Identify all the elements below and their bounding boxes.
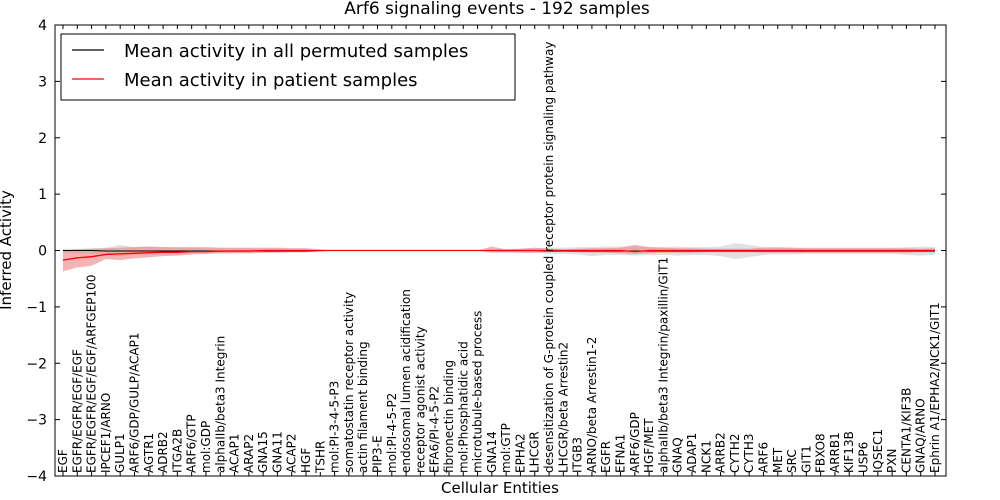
x-tick-label: ADRB2 (156, 431, 170, 473)
y-tick-label: 2 (38, 131, 47, 147)
x-tick-label: HGF (299, 448, 313, 473)
x-tick-label: SRC (785, 449, 799, 473)
x-tick-label: USP6 (857, 442, 871, 473)
legend: Mean activity in all permuted samples Me… (60, 33, 516, 101)
x-tick-label: EGFR/EGFR/EGF/EGF (70, 349, 84, 473)
x-tick-label: GIT1 (799, 445, 813, 473)
x-tick-label: ACAP2 (285, 434, 299, 473)
x-tick-label: CENTA1/KIF3B (899, 388, 913, 473)
y-tick-label: 1 (38, 187, 47, 203)
x-tick-label: GULP1 (113, 433, 127, 473)
x-tick-label: GNAQ (671, 437, 685, 473)
y-tick-label: 4 (38, 18, 47, 34)
x-tick-label: receptor agonist activity (413, 326, 427, 473)
x-tick-label: GNAQ/ARNO (914, 398, 928, 473)
x-tick-label: ARNO/beta Arrestin1-2 (585, 337, 599, 473)
y-tick-label: −3 (26, 413, 47, 429)
legend-label-patient: Mean activity in patient samples (124, 70, 418, 91)
line-patient (62, 249, 935, 261)
x-tick-label: ACAP1 (228, 434, 242, 473)
x-tick-label: ITGA2B (170, 429, 184, 473)
x-tick-label: NCK1 (699, 440, 713, 473)
chart-title: Arf6 signaling events - 192 samples (344, 0, 650, 19)
x-tick-label: FBXO8 (814, 433, 828, 473)
x-tick-label: LHCGR (528, 431, 542, 473)
x-tick-label: ARRB1 (828, 432, 842, 473)
x-tick-label: mol:Phosphatidic acid (456, 341, 470, 473)
x-tick-label: mol:GTP (499, 423, 513, 473)
x-tick-label: mol:PI-4-5-P2 (385, 393, 399, 473)
x-tick-label: EFA6/PI-4-5-P2 (428, 386, 442, 473)
x-tick-label: MET (771, 447, 785, 473)
x-tick-label: desensitization of G-protein coupled rec… (542, 42, 556, 473)
x-tick-label: PIP3-E (370, 435, 384, 473)
x-tick-label: CYTH3 (742, 434, 756, 474)
x-tick-label: ARAP2 (242, 434, 256, 473)
x-tick-label: TSHR (313, 441, 327, 474)
x-tick-label: alphaIIb/beta3 Integrin (213, 336, 227, 473)
x-tick-label: GNA15 (256, 431, 270, 473)
x-tick-label: fibronectin binding (442, 360, 456, 473)
x-tick-label: alphaIIb/beta3 Integrin/paxillin/GIT1 (656, 257, 670, 473)
x-tick-label: Ephrin A1/EPHA2/NCK1/GIT1 (928, 302, 942, 473)
x-tick-label: HGF/MET (642, 418, 656, 473)
x-tick-label: AGTR1 (142, 433, 156, 473)
x-tick-label: actin filament binding (356, 341, 370, 473)
y-tick-label: −2 (26, 356, 47, 372)
y-tick-label: −4 (26, 469, 47, 485)
y-tick-label: 3 (38, 74, 47, 90)
x-tick-label: GNA11 (270, 431, 284, 473)
x-tick-label: LHCGR/beta Arrestin2 (556, 342, 570, 473)
legend-box (60, 33, 516, 101)
x-tick-label: CYTH2 (728, 434, 742, 474)
x-tick-label: ARF6/GDP/GULP/ACAP1 (127, 333, 141, 473)
x-tick-label: ITGB3 (571, 437, 585, 473)
x-axis-label: Cellular Entities (441, 479, 559, 497)
x-tick-label: microtubule-based process (471, 311, 485, 473)
x-tick-label: ADAP1 (685, 433, 699, 473)
x-tick-label: ARRB2 (714, 432, 728, 473)
x-tick-label: EGFR (599, 441, 613, 473)
x-tick-label: IQSEC1 (871, 429, 885, 473)
x-tick-label: IPCEF1/ARNO (99, 393, 113, 473)
y-tick-label: 0 (38, 244, 47, 260)
x-tick-label: EGFR/EGFR/EGF/EGF/ARFGEP100 (85, 275, 99, 473)
x-tick-label: EFNA1 (614, 434, 628, 473)
x-tick-label: mol:PI-3-4-5-P3 (328, 381, 342, 473)
x-tick-label: endosomal lumen acidification (399, 289, 413, 473)
x-tick-label: EPHA2 (513, 433, 527, 473)
x-tick-label: somatostatin receptor activity (342, 292, 356, 473)
x-tick-label: mol:GDP (199, 421, 213, 473)
confidence-bands (63, 243, 935, 272)
legend-label-permuted: Mean activity in all permuted samples (124, 41, 468, 62)
x-tick-label: ARF6/GTP (185, 414, 199, 473)
band-patient (63, 244, 935, 272)
x-tick-label: PXN (885, 449, 899, 473)
x-tick-label: ARF6 (756, 442, 770, 473)
y-axis: −4 −3 −2 −1 0 1 2 3 4 (26, 18, 946, 485)
x-tick-label: ARF6/GDP (628, 412, 642, 473)
series-lines (62, 249, 935, 261)
y-axis-label: Inferred Activity (0, 190, 15, 310)
x-tick-label: EGF (56, 449, 70, 473)
x-tick-label: KIF13B (842, 431, 856, 473)
x-axis: EGF EGFR/EGFR/EGF/EGF EGFR/EGFR/EGF/EGF/AR… (56, 25, 942, 476)
x-tick-label: GNA14 (485, 431, 499, 473)
y-tick-label: −1 (26, 300, 47, 316)
